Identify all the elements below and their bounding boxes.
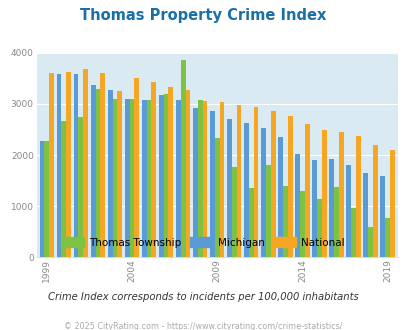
Bar — [333, 187, 338, 257]
Bar — [384, 217, 389, 257]
Bar — [345, 165, 350, 257]
Bar — [321, 130, 326, 257]
Bar — [214, 138, 219, 257]
Text: Crime Index corresponds to incidents per 100,000 inhabitants: Crime Index corresponds to incidents per… — [47, 292, 358, 302]
Bar — [175, 100, 180, 257]
Bar — [338, 132, 343, 257]
Bar — [355, 136, 360, 257]
Bar — [100, 73, 105, 257]
Bar — [282, 186, 287, 257]
Bar — [185, 90, 190, 257]
Legend: Thomas Township, Michigan, National: Thomas Township, Michigan, National — [57, 233, 348, 252]
Bar — [372, 145, 377, 257]
Bar — [379, 176, 384, 257]
Text: © 2025 CityRating.com - https://www.cityrating.com/crime-statistics/: © 2025 CityRating.com - https://www.city… — [64, 322, 341, 330]
Bar — [367, 227, 372, 257]
Bar — [95, 88, 100, 257]
Bar — [151, 82, 156, 257]
Bar — [209, 111, 214, 257]
Bar — [236, 105, 241, 257]
Bar — [299, 191, 304, 257]
Bar — [163, 94, 168, 257]
Bar — [107, 90, 112, 257]
Bar — [260, 128, 265, 257]
Bar — [287, 116, 292, 257]
Bar — [74, 74, 78, 257]
Bar — [197, 100, 202, 257]
Bar — [57, 74, 61, 257]
Bar — [219, 102, 224, 257]
Bar — [316, 199, 321, 257]
Bar — [328, 159, 333, 257]
Bar — [294, 154, 299, 257]
Bar — [243, 123, 248, 257]
Bar — [83, 69, 88, 257]
Bar — [61, 121, 66, 257]
Text: Thomas Property Crime Index: Thomas Property Crime Index — [80, 8, 325, 23]
Bar — [311, 160, 316, 257]
Bar — [66, 72, 71, 257]
Bar — [40, 141, 44, 257]
Bar — [112, 99, 117, 257]
Bar — [226, 119, 231, 257]
Bar — [124, 99, 129, 257]
Bar — [180, 60, 185, 257]
Bar — [117, 91, 122, 257]
Bar — [362, 173, 367, 257]
Bar — [141, 100, 146, 257]
Bar — [90, 85, 95, 257]
Bar — [304, 124, 309, 257]
Bar — [168, 86, 173, 257]
Bar — [253, 107, 258, 257]
Bar — [350, 208, 355, 257]
Bar — [49, 73, 54, 257]
Bar — [44, 141, 49, 257]
Bar — [192, 108, 197, 257]
Bar — [129, 99, 134, 257]
Bar — [78, 117, 83, 257]
Bar — [277, 137, 282, 257]
Bar — [265, 165, 270, 257]
Bar — [270, 111, 275, 257]
Bar — [134, 78, 139, 257]
Bar — [389, 150, 394, 257]
Bar — [248, 188, 253, 257]
Bar — [158, 95, 163, 257]
Bar — [146, 100, 151, 257]
Bar — [202, 101, 207, 257]
Bar — [231, 167, 236, 257]
